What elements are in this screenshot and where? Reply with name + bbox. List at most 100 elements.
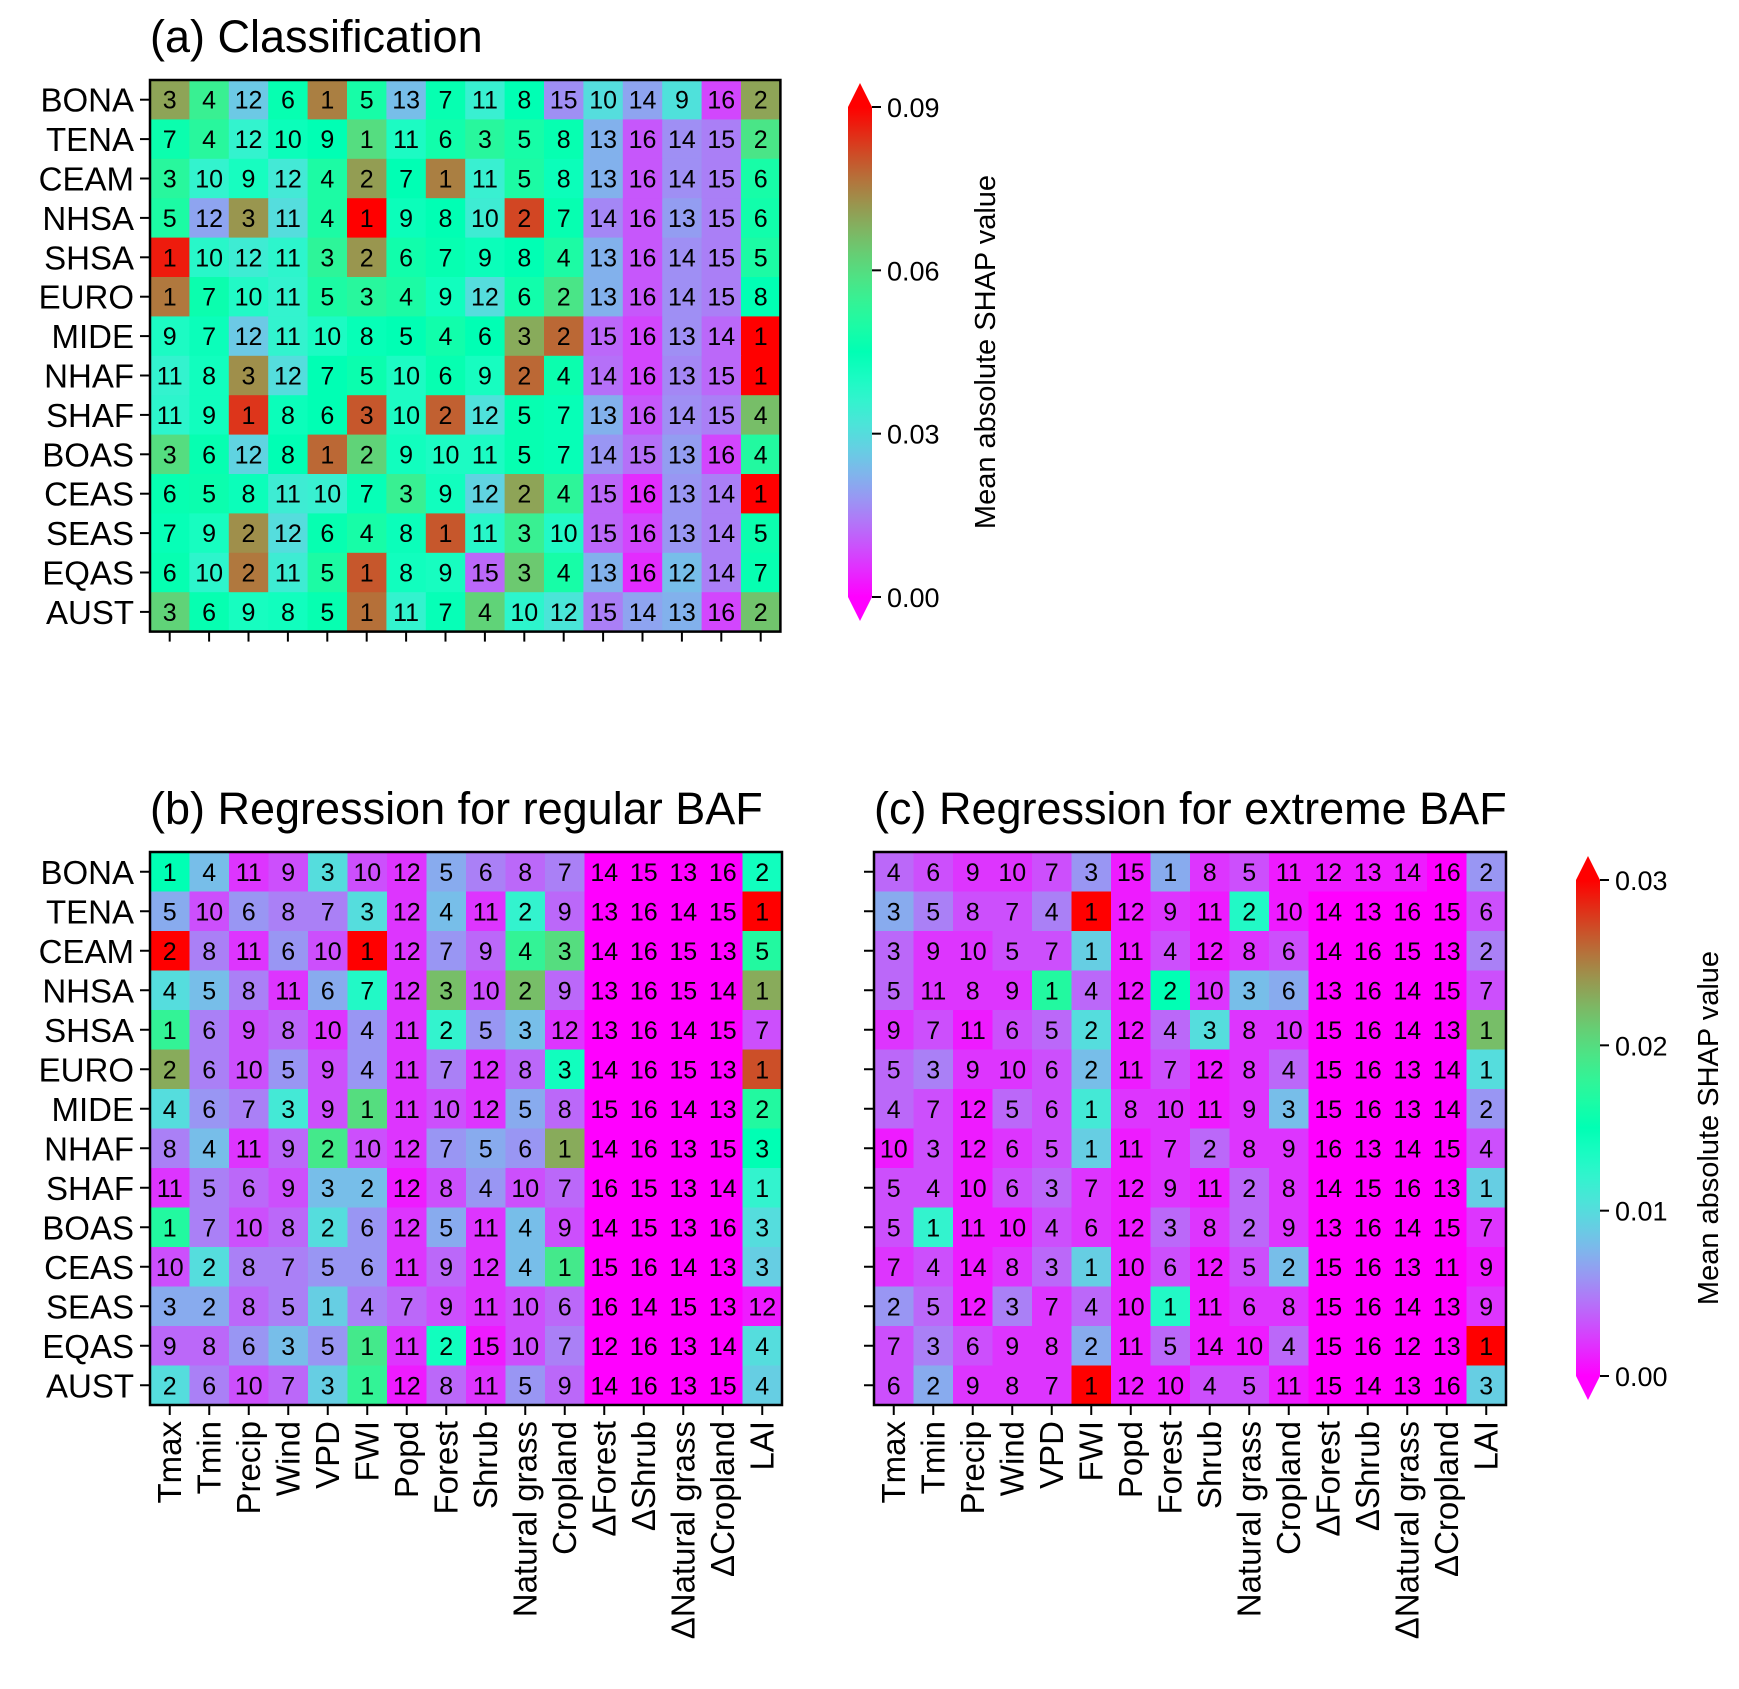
heatmap-cell	[741, 395, 781, 436]
cell-rank-label: 9	[163, 1333, 177, 1361]
heatmap-cell	[189, 1207, 230, 1248]
heatmap-cell	[874, 1207, 915, 1248]
cell-rank-label: 14	[629, 87, 657, 115]
cell-rank-label: 6	[439, 363, 453, 391]
heatmap-cell	[741, 119, 781, 160]
cell-rank-label: 2	[360, 166, 374, 194]
cell-rank-label: 7	[926, 1096, 940, 1124]
cell-rank-label: 14	[1314, 898, 1342, 926]
cell-rank-label: 12	[668, 560, 696, 588]
heatmap-cell	[347, 1326, 388, 1367]
heatmap-cell	[662, 119, 703, 160]
cell-rank-label: 13	[1314, 1214, 1342, 1242]
heatmap-frame	[872, 850, 1508, 1407]
heatmap-cell	[1427, 970, 1468, 1011]
cell-rank-label: 13	[1433, 1175, 1461, 1203]
cell-rank-label: 8	[754, 284, 768, 312]
heatmap-cell	[347, 316, 387, 357]
heatmap-cell	[466, 1128, 507, 1169]
cell-rank-label: 13	[709, 938, 737, 966]
cell-rank-label: 10	[156, 1254, 184, 1282]
heatmap-cell	[1348, 1286, 1389, 1327]
cell-rank-label: 9	[202, 520, 216, 548]
heatmap-cell	[953, 1168, 994, 1209]
cell-rank-label: 7	[755, 1017, 769, 1045]
cell-rank-label: 8	[1005, 1254, 1019, 1282]
cell-rank-label: 3	[242, 205, 256, 233]
cell-rank-label: 9	[1242, 1096, 1256, 1124]
heatmap-cell	[1071, 1207, 1112, 1248]
heatmap-cell	[583, 277, 624, 317]
cell-rank-label: 2	[1242, 1214, 1256, 1242]
colorbar-gradient	[1576, 880, 1600, 1376]
heatmap-cell	[425, 395, 466, 436]
heatmap-cell	[1190, 1286, 1231, 1327]
cell-rank-label: 12	[1117, 1214, 1145, 1242]
heatmap-cell	[505, 852, 546, 893]
cell-rank-label: 8	[557, 166, 571, 194]
cell-rank-label: 14	[1393, 859, 1421, 887]
cell-rank-label: 12	[471, 481, 499, 509]
cell-rank-label: 1	[439, 520, 453, 548]
heatmap-cell	[583, 237, 624, 278]
cell-rank-label: 1	[320, 441, 334, 469]
cell-rank-label: 8	[1045, 1333, 1059, 1361]
heatmap-cell	[465, 316, 506, 357]
cell-rank-label: 11	[275, 244, 301, 272]
cell-rank-label: 3	[321, 859, 335, 887]
heatmap-cell	[1269, 1089, 1310, 1130]
cell-rank-label: 2	[360, 1175, 374, 1203]
heatmap-cell	[622, 552, 663, 593]
cell-rank-label: 6	[754, 205, 768, 233]
heatmap-cell	[426, 970, 467, 1011]
heatmap-cell	[387, 1128, 428, 1169]
cell-rank-label: 11	[393, 126, 419, 154]
cell-rank-label: 2	[1163, 977, 1177, 1005]
cell-rank-label: 7	[321, 898, 335, 926]
cell-rank-label: 15	[472, 1333, 500, 1361]
heatmap-cell	[1348, 1326, 1389, 1367]
cell-rank-label: 11	[236, 1135, 262, 1163]
cell-rank-label: 11	[1276, 859, 1302, 887]
colorbar-title: Mean absolute SHAP value	[1693, 951, 1725, 1305]
cell-rank-label: 1	[360, 1333, 374, 1361]
heatmap-cell	[1269, 1128, 1310, 1169]
heatmap-cell	[1308, 1365, 1349, 1406]
heatmap-cell	[425, 434, 466, 475]
heatmap-cell	[466, 1049, 507, 1090]
heatmap-cell	[583, 592, 624, 633]
cell-rank-label: 8	[517, 244, 531, 272]
heatmap-cell	[308, 852, 349, 893]
cell-rank-label: 13	[1393, 1056, 1421, 1084]
cell-rank-label: 7	[399, 166, 413, 194]
cell-rank-label: 16	[629, 244, 657, 272]
heatmap-cell	[387, 1286, 428, 1327]
panel-c: (c) Regression for extreme BAF 4 6 9 10 7 3 15…	[864, 783, 1508, 1639]
heatmap-cell	[544, 158, 584, 199]
cell-rank-label: 16	[630, 1056, 658, 1084]
colorbar-tick-label: 0.03	[1615, 866, 1668, 896]
cell-rank-label: 11	[394, 1333, 420, 1361]
heatmap-cell	[703, 1286, 744, 1327]
cell-rank-label: 11	[394, 1056, 420, 1084]
heatmap-cell	[662, 592, 703, 633]
cell-rank-label: 3	[281, 1096, 295, 1124]
cell-rank-label: 12	[1196, 938, 1224, 966]
heatmap-cell	[347, 198, 387, 239]
cell-rank-label: 15	[669, 1293, 697, 1321]
heatmap-cell	[1308, 1089, 1349, 1130]
cell-rank-label: 6	[202, 1017, 216, 1045]
heatmap-cell	[544, 513, 584, 554]
heatmap-cell	[1348, 970, 1389, 1011]
heatmap-cell	[189, 852, 230, 893]
cell-rank-label: 2	[439, 1017, 453, 1045]
cell-rank-label: 6	[518, 1135, 532, 1163]
cell-rank-label: 8	[518, 859, 532, 887]
cell-rank-label: 2	[887, 1293, 901, 1321]
heatmap-cell	[229, 1365, 270, 1406]
heatmap-cell	[386, 513, 427, 554]
cell-rank-label: 15	[589, 599, 617, 627]
heatmap-cell	[741, 237, 781, 278]
heatmap-cell	[544, 198, 584, 239]
cell-rank-label: 12	[274, 520, 302, 548]
